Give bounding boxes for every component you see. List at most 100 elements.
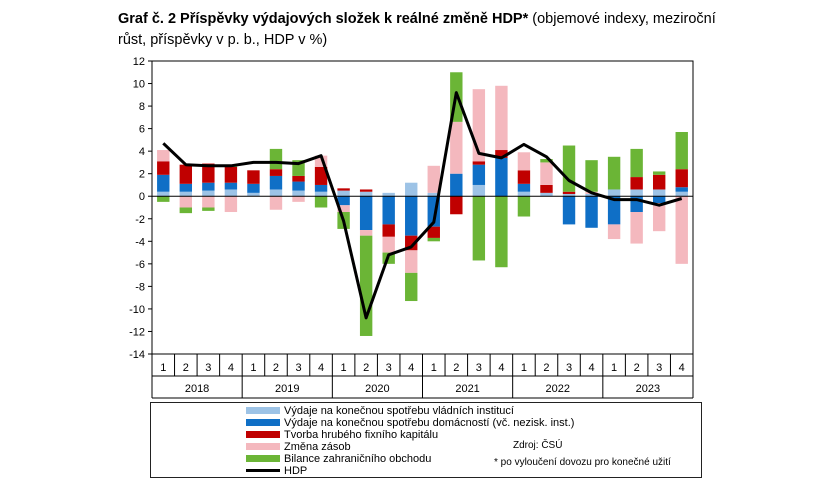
- year-label: 2023: [636, 383, 660, 395]
- year-label: 2018: [185, 383, 209, 395]
- source-note: Zdroj: ČSÚ: [513, 440, 563, 451]
- legend-line-gdp: [246, 469, 280, 472]
- bar-gov-2: [202, 190, 215, 197]
- bar-gfcf-18: [562, 191, 576, 194]
- bar-hh-2: [202, 182, 215, 191]
- bar-gov-17: [540, 192, 553, 197]
- year-label: 2019: [275, 383, 299, 395]
- bar-gfcf-23: [675, 169, 688, 188]
- year-label: 2020: [365, 383, 389, 395]
- bar-gov-6: [292, 190, 305, 197]
- bar-gfcf-21: [630, 177, 643, 190]
- legend-swatch-hh: [246, 419, 280, 426]
- bar-trade-11: [405, 272, 418, 302]
- bar-hh-13: [450, 173, 463, 197]
- bar-inv-8: [337, 205, 350, 213]
- bar-hh-1: [179, 183, 193, 192]
- chart-title-normal: (objemové indexy, meziroční růst, příspě…: [118, 11, 716, 48]
- year-label: 2021: [455, 383, 479, 395]
- gdp-line-layer: [162, 91, 683, 320]
- bar-trade-19: [585, 160, 598, 192]
- bar-gfcf-5: [269, 169, 283, 176]
- legend-swatch-trade: [246, 455, 280, 462]
- bar-gfcf-0: [157, 161, 170, 175]
- quarter-label: 2: [363, 362, 369, 374]
- bar-inv-0: [157, 150, 170, 162]
- quarter-label: 3: [566, 362, 572, 374]
- bar-gfcf-6: [292, 175, 305, 182]
- bar-inv-17: [540, 162, 553, 185]
- bar-inv-11: [405, 250, 418, 273]
- chart-title-bold: Graf č. 2 Příspěvky výdajových složek k …: [118, 11, 529, 27]
- y-tick-label: 0: [139, 191, 145, 203]
- bar-trade-7: [314, 196, 328, 208]
- quarter-label: 1: [341, 362, 347, 374]
- y-tick-label: 10: [133, 79, 145, 91]
- quarter-label: 1: [431, 362, 437, 374]
- quarter-label: 4: [228, 362, 234, 374]
- bar-gov-0: [157, 191, 170, 197]
- bar-gfcf-8: [337, 188, 350, 191]
- y-tick-label: -4: [135, 236, 145, 248]
- legend-label-trade: Bilance zahraničního obchodu: [284, 453, 432, 465]
- bar-hh-3: [224, 182, 238, 190]
- bar-inv-9: [359, 230, 373, 236]
- bar-gfcf-10: [382, 224, 395, 237]
- y-tick-label: -6: [135, 259, 145, 271]
- bar-trade-2: [202, 207, 215, 211]
- bar-trade-20: [607, 156, 621, 190]
- bar-gfcf-13: [450, 196, 463, 215]
- bar-gfcf-7: [314, 166, 328, 185]
- bar-inv-22: [652, 202, 666, 232]
- y-tick-label: 12: [133, 56, 145, 68]
- bar-hh-9: [359, 196, 373, 231]
- quarter-label: 4: [679, 362, 685, 374]
- bar-gov-7: [314, 191, 328, 197]
- bar-trade-12: [427, 237, 440, 242]
- y-tick-label: -10: [129, 304, 145, 316]
- quarter-label: 3: [476, 362, 482, 374]
- quarter-label: 1: [160, 362, 166, 374]
- bar-trade-17: [540, 159, 553, 163]
- quarter-label: 1: [611, 362, 617, 374]
- bar-hh-6: [292, 181, 305, 191]
- quarter-label: 2: [273, 362, 279, 374]
- quarter-label: 3: [295, 362, 301, 374]
- bar-gov-1: [179, 191, 193, 197]
- bar-hh-23: [675, 187, 688, 192]
- bar-gfcf-17: [540, 184, 553, 193]
- bar-hh-7: [314, 184, 328, 192]
- bar-trade-23: [675, 131, 688, 170]
- y-tick-label: 4: [139, 146, 145, 158]
- y-tick-label: 6: [139, 124, 145, 136]
- bar-inv-10: [382, 236, 395, 253]
- bar-gov-8: [337, 190, 350, 197]
- legend-label-gfcf: Tvorba hrubého fixního kapitálu: [284, 429, 439, 441]
- bar-inv-3: [224, 196, 238, 213]
- bar-hh-20: [607, 196, 621, 225]
- bar-gfcf-4: [247, 170, 260, 184]
- y-tick-label: 2: [139, 169, 145, 181]
- quarter-label: 4: [589, 362, 595, 374]
- bar-gov-10: [382, 192, 395, 197]
- bar-inv-6: [292, 196, 305, 202]
- legend-swatch-gfcf: [246, 431, 280, 438]
- quarter-label: 3: [205, 362, 211, 374]
- bar-trade-16: [517, 196, 531, 217]
- bar-hh-15: [495, 157, 508, 197]
- bar-inv-23: [675, 196, 688, 264]
- bar-gov-5: [269, 189, 283, 197]
- bar-hh-10: [382, 196, 395, 225]
- quarter-label: 4: [318, 362, 324, 374]
- quarter-label: 2: [634, 362, 640, 374]
- legend-label-inv: Změna zásob: [284, 441, 351, 453]
- bar-trade-0: [157, 196, 170, 202]
- bar-gov-9: [359, 191, 373, 197]
- bar-hh-18: [562, 196, 576, 225]
- bar-gfcf-15: [495, 150, 508, 158]
- footnote: * po vyloučení dovozu pro konečné užití: [494, 457, 671, 468]
- legend-label-gov: Výdaje na konečnou spotřebu vládních ins…: [284, 405, 514, 417]
- bar-trade-15: [495, 196, 508, 268]
